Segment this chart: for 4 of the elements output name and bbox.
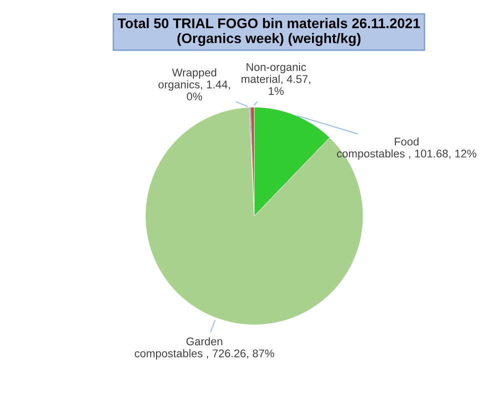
slice-label: Non-organic material, 4.57, 1% [242,62,310,95]
slice-label: Wrapped organics, 1.44, 0% [158,68,230,100]
chart-title: Total 50 TRIAL FOGO bin materials 26.11.2021 (Organics week) (weight/kg) [118,18,420,46]
slice-label: Garden compostables , 726.26, 87% [134,337,274,360]
